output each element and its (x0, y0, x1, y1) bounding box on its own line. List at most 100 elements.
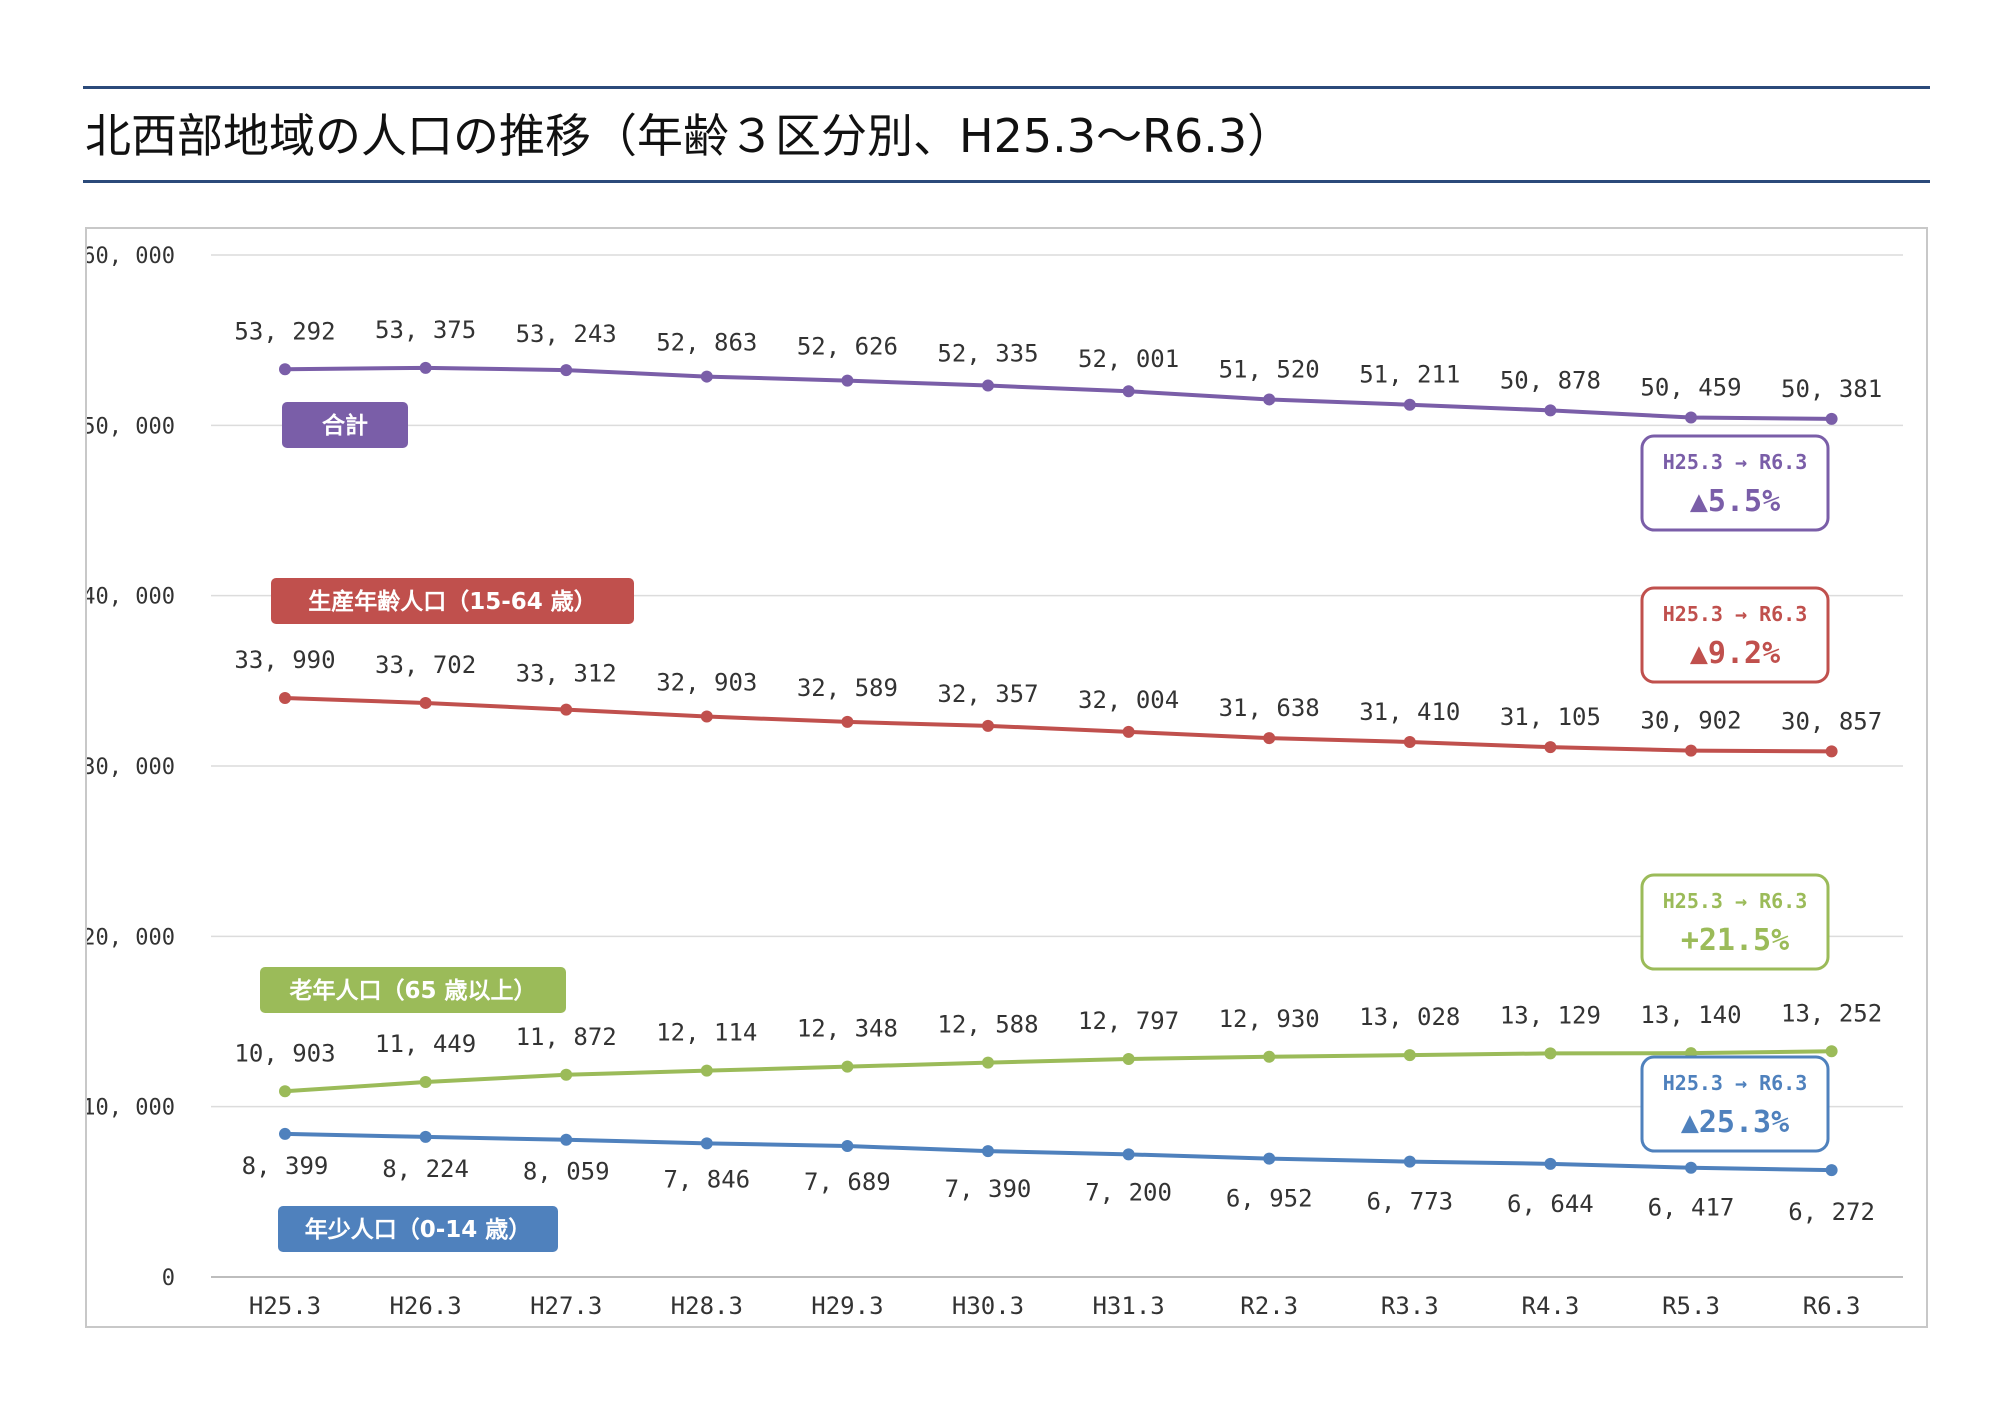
data-label-working: 30, 902 (1640, 707, 1741, 735)
data-point-young (1685, 1161, 1697, 1174)
data-label-elderly: 11, 872 (516, 1023, 617, 1051)
data-label-working: 33, 312 (516, 660, 617, 688)
data-label-elderly: 12, 797 (1078, 1007, 1179, 1035)
data-label-working: 32, 357 (937, 680, 1038, 708)
data-label-elderly: 12, 348 (797, 1015, 898, 1043)
data-label-total: 53, 243 (516, 320, 617, 348)
data-label-working: 31, 105 (1500, 703, 1601, 731)
data-point-working (841, 715, 854, 728)
data-point-working (1263, 732, 1276, 745)
data-point-elderly (982, 1056, 994, 1069)
data-point-young (1263, 1152, 1276, 1165)
series-line-total (284, 365, 1832, 421)
data-point-elderly (419, 1075, 432, 1088)
data-label-working: 31, 638 (1219, 694, 1320, 722)
y-tick-label: 20, 000 (87, 925, 175, 950)
data-label-working: 32, 004 (1078, 686, 1179, 714)
data-label-working: 32, 589 (797, 674, 898, 702)
data-label-total: 52, 626 (797, 333, 898, 361)
change-box-period-working: H25.3 → R6.3 (1663, 602, 1808, 626)
data-point-working (1685, 744, 1697, 757)
data-label-total: 53, 375 (375, 316, 476, 344)
series-tag-young (278, 1206, 558, 1252)
data-point-elderly (279, 1085, 291, 1098)
y-tick-label: 50, 000 (87, 414, 175, 439)
series-tag-label-young: 年少人口（0-14 歳） (305, 1216, 532, 1243)
data-point-total (841, 374, 854, 387)
data-point-working (560, 703, 573, 716)
y-tick-label: 30, 000 (87, 755, 175, 780)
data-point-elderly (560, 1068, 573, 1081)
x-tick-label: H28.3 (671, 1292, 743, 1320)
data-label-working: 32, 903 (656, 669, 757, 697)
change-box-period-elderly: H25.3 → R6.3 (1663, 889, 1808, 913)
series-line-young (284, 1131, 1832, 1173)
data-point-young (560, 1133, 573, 1146)
series-tag-label-total: 合計 (322, 412, 368, 439)
change-box-working (1640, 586, 1830, 684)
x-tick-label: H31.3 (1092, 1292, 1164, 1320)
x-tick-label: R5.3 (1662, 1292, 1720, 1320)
data-label-total: 52, 001 (1078, 345, 1179, 373)
data-label-young: 7, 390 (945, 1175, 1032, 1203)
data-point-young (1122, 1148, 1135, 1161)
y-tick-label: 0 (162, 1266, 175, 1291)
change-box-young (1640, 1055, 1830, 1153)
data-point-total (1825, 412, 1838, 425)
data-label-total: 52, 335 (937, 340, 1038, 368)
data-label-elderly: 10, 903 (234, 1039, 335, 1067)
series-line-working (284, 696, 1832, 754)
series-tag-label-working: 生産年齢人口（15-64 歳） (308, 588, 597, 615)
data-point-young (1825, 1164, 1838, 1177)
data-label-total: 53, 292 (234, 317, 335, 345)
data-point-total (1685, 411, 1697, 424)
data-point-elderly (1825, 1045, 1838, 1058)
data-point-total (1544, 404, 1557, 417)
data-point-young (700, 1137, 713, 1150)
x-tick-label: H27.3 (530, 1292, 602, 1320)
data-point-working (700, 710, 713, 723)
data-point-young (982, 1145, 994, 1158)
data-point-elderly (700, 1064, 713, 1077)
data-label-young: 6, 272 (1788, 1198, 1875, 1226)
x-tick-label: H29.3 (811, 1292, 883, 1320)
data-label-working: 30, 857 (1781, 707, 1882, 735)
data-label-young: 6, 952 (1226, 1185, 1313, 1213)
data-point-elderly (1263, 1050, 1276, 1063)
title-rule-bottom (83, 180, 1930, 183)
data-point-elderly (1544, 1047, 1557, 1060)
data-label-total: 50, 381 (1781, 375, 1882, 403)
series-tag-total (282, 402, 408, 448)
data-point-working (1403, 735, 1416, 748)
population-line-chart: 0 10, 000 20, 000 30, 000 40, 000 50, 000 60, … (87, 244, 1903, 1320)
x-tick-label: R2.3 (1240, 1292, 1298, 1320)
x-tick-label: H26.3 (389, 1292, 461, 1320)
data-point-young (841, 1140, 854, 1153)
data-label-elderly: 13, 252 (1781, 999, 1882, 1027)
data-label-working: 33, 990 (234, 646, 335, 674)
series-tag-elderly (260, 967, 566, 1013)
change-box-value-total: ▲5.5% (1690, 484, 1780, 519)
data-point-young (1544, 1157, 1557, 1170)
data-label-young: 7, 846 (663, 1165, 750, 1193)
x-tick-label: H30.3 (952, 1292, 1024, 1320)
data-label-young: 8, 399 (242, 1152, 329, 1180)
data-point-elderly (1403, 1049, 1416, 1062)
data-label-total: 50, 878 (1500, 366, 1601, 394)
series-line-elderly (284, 1049, 1832, 1094)
y-tick-label: 40, 000 (87, 585, 175, 610)
data-point-working (279, 692, 291, 705)
data-label-working: 33, 702 (375, 651, 476, 679)
x-tick-label: R3.3 (1381, 1292, 1439, 1320)
data-point-total (700, 370, 713, 383)
data-label-elderly: 13, 129 (1500, 1001, 1601, 1029)
data-point-young (1403, 1155, 1416, 1168)
change-box-value-working: ▲9.2% (1690, 636, 1780, 671)
data-point-elderly (841, 1060, 854, 1073)
change-box-elderly (1640, 873, 1830, 971)
chart-frame: 0 10, 000 20, 000 30, 000 40, 000 50, 000 60, … (85, 227, 1928, 1328)
data-label-young: 6, 773 (1366, 1188, 1453, 1216)
data-label-young: 6, 644 (1507, 1190, 1594, 1218)
y-tick-label: 10, 000 (87, 1096, 175, 1121)
data-label-young: 7, 200 (1085, 1178, 1172, 1206)
